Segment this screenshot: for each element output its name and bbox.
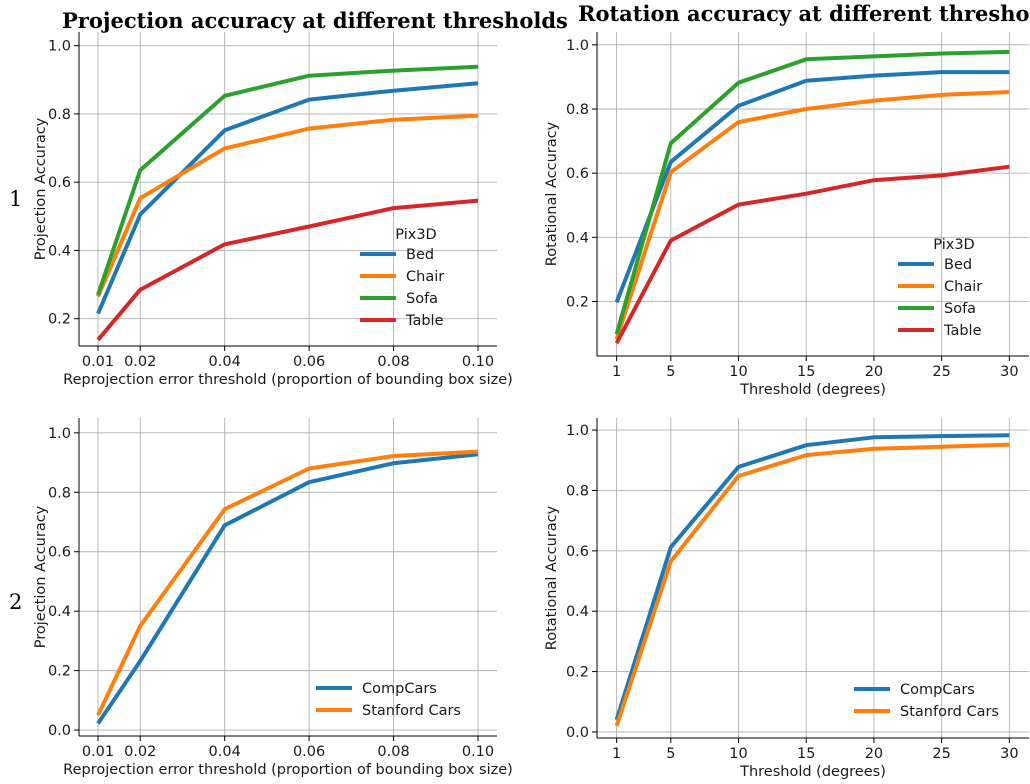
x-tick-label: 30 (1000, 746, 1018, 762)
x-axis-label: Threshold (degrees) (739, 382, 886, 398)
x-axis-label: Reprojection error threshold (proportion… (63, 372, 513, 388)
x-tick-label: 0.04 (209, 744, 241, 760)
x-tick-label: 0.10 (462, 744, 494, 760)
column-title-projection: Projection accuracy at different thresho… (62, 8, 568, 33)
x-axis-label: Threshold (degrees) (739, 764, 886, 780)
y-axis-label: Projection Accuracy (33, 505, 49, 648)
y-tick-label: 0.6 (566, 544, 589, 560)
column-title-rotation: Rotation accuracy at different threshold… (578, 1, 1030, 26)
legend-label: Stanford Cars (362, 703, 461, 719)
legend-label: CompCars (362, 681, 437, 697)
x-tick-label: 5 (666, 364, 675, 380)
series-line-sofa (614, 49, 1010, 335)
y-tick-label: 0.2 (566, 665, 589, 681)
x-tick-label: 1 (612, 746, 621, 762)
legend-label: CompCars (900, 682, 975, 698)
legend-label: Stanford Cars (900, 704, 999, 720)
y-tick-label: 0.4 (566, 604, 589, 620)
x-tick-label: 1 (612, 364, 621, 380)
y-tick-label: 0.8 (566, 483, 589, 499)
series-line-bed (614, 70, 1010, 304)
y-tick-label: 0.8 (566, 102, 589, 118)
x-tick-label: 0.04 (209, 354, 241, 370)
y-axis-label: Rotational Accuracy (544, 121, 560, 266)
y-tick-label: 1.0 (48, 39, 71, 55)
y-tick-label: 0.6 (48, 545, 71, 561)
x-tick-label: 25 (932, 364, 950, 380)
row-label-2: 2 (9, 590, 23, 614)
x-tick-label: 15 (797, 364, 815, 380)
series-line-table (96, 198, 479, 342)
x-tick-label: 15 (797, 746, 815, 762)
y-axis-label: Rotational Accuracy (544, 505, 560, 650)
legend-label: Chair (944, 279, 982, 295)
x-tick-label: 10 (729, 746, 747, 762)
x-tick-label: 10 (729, 364, 747, 380)
legend-title: Pix3D (395, 227, 436, 243)
series-line-table (614, 164, 1010, 345)
series-line-stanford-cars (96, 449, 479, 717)
legend-label: Chair (406, 269, 444, 285)
legend-title: Pix3D (933, 237, 974, 253)
series-line-chair (96, 113, 479, 298)
y-tick-label: 0.2 (48, 664, 71, 680)
y-tick-label: 0.6 (48, 175, 71, 191)
x-tick-label: 0.02 (124, 744, 156, 760)
y-tick-label: 0.4 (48, 604, 71, 620)
legend-label: Bed (944, 257, 972, 273)
x-tick-label: 5 (666, 746, 675, 762)
legend-label: Sofa (944, 301, 976, 317)
y-tick-label: 0.0 (566, 725, 589, 741)
x-tick-label: 25 (932, 746, 950, 762)
legend-label: Sofa (406, 291, 438, 307)
y-tick-label: 0.6 (566, 166, 589, 182)
x-tick-label: 20 (865, 746, 883, 762)
x-tick-label: 0.02 (124, 354, 156, 370)
y-tick-label: 1.0 (566, 38, 589, 54)
x-tick-label: 0.08 (377, 354, 409, 370)
x-tick-label: 30 (1000, 364, 1018, 380)
legend-label: Bed (406, 247, 434, 263)
x-tick-label: 0.08 (377, 744, 409, 760)
legend-label: Table (405, 313, 444, 329)
y-tick-label: 0.4 (566, 230, 589, 246)
y-tick-label: 0.4 (48, 243, 71, 259)
y-tick-label: 0.8 (48, 485, 71, 501)
x-tick-label: 0.06 (293, 744, 325, 760)
series-line-compcars (614, 433, 1010, 721)
legend-label: Table (943, 323, 982, 339)
y-tick-label: 0.8 (48, 107, 71, 123)
x-tick-label: 20 (865, 364, 883, 380)
x-tick-label: 0.01 (82, 354, 114, 370)
series-line-bed (96, 81, 479, 315)
x-tick-label: 0.06 (293, 354, 325, 370)
x-axis-label: Reprojection error threshold (proportion… (63, 762, 513, 778)
x-tick-label: 0.01 (82, 744, 114, 760)
y-axis-label: Projection Accuracy (33, 117, 49, 260)
x-tick-label: 0.10 (462, 354, 494, 370)
row-label-1: 1 (9, 187, 23, 211)
series-line-compcars (96, 452, 479, 725)
y-tick-label: 1.0 (48, 426, 71, 442)
y-tick-label: 0.2 (566, 294, 589, 310)
series-line-chair (614, 90, 1010, 340)
y-tick-label: 1.0 (566, 423, 589, 439)
series-line-sofa (96, 64, 479, 296)
y-tick-label: 0.2 (48, 312, 71, 328)
series-line-stanford-cars (614, 442, 1010, 727)
y-tick-label: 0.0 (48, 723, 71, 739)
